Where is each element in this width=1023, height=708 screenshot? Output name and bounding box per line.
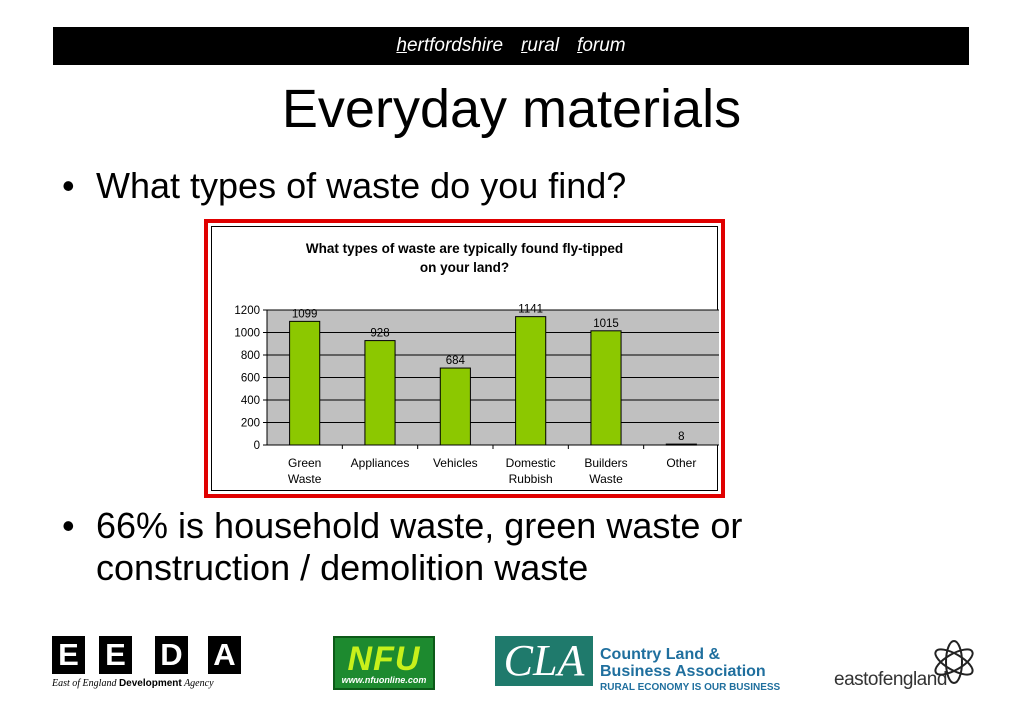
bar bbox=[364, 340, 396, 446]
banner-word-rural: ural bbox=[527, 35, 560, 56]
category-label: Domestic bbox=[506, 456, 556, 470]
bar bbox=[590, 330, 622, 446]
cla-logo-mark: CLA bbox=[495, 636, 593, 686]
nfu-logo: NFU www.nfuonline.com bbox=[333, 636, 435, 690]
y-tick-label: 400 bbox=[241, 395, 260, 407]
data-label: 8 bbox=[678, 431, 684, 443]
eeda-letter-e2: E bbox=[99, 636, 132, 674]
data-label: 1015 bbox=[593, 318, 619, 330]
eeda-letter-e1: E bbox=[52, 636, 85, 674]
bar bbox=[665, 443, 697, 446]
y-tick-label: 200 bbox=[241, 418, 260, 430]
y-tick-label: 0 bbox=[254, 440, 260, 452]
category-label: Waste bbox=[288, 472, 322, 486]
chart-area: What types of waste are typically found … bbox=[211, 226, 719, 491]
banner-word-hertfordshire: ertfordshire bbox=[406, 35, 504, 56]
bar bbox=[289, 320, 321, 446]
bullet-symbol: • bbox=[62, 165, 75, 206]
cla-tagline: RURAL ECONOMY IS OUR BUSINESS bbox=[600, 682, 781, 693]
banner-initial-h: h bbox=[396, 35, 407, 56]
banner-word-forum: orum bbox=[582, 35, 626, 56]
y-tick-label: 1200 bbox=[234, 305, 260, 317]
nfu-logo-text: NFU bbox=[347, 640, 421, 678]
chart-frame: What types of waste are typically found … bbox=[204, 219, 725, 498]
data-label: 928 bbox=[370, 328, 389, 340]
cla-name: Country Land & Business Association bbox=[600, 646, 766, 680]
category-label: Appliances bbox=[351, 456, 410, 470]
slide-title: Everyday materials bbox=[281, 79, 742, 139]
header-banner: hertfordshire rural forum bbox=[53, 27, 969, 65]
banner-initial-f: f bbox=[577, 35, 583, 56]
y-tick-label: 1000 bbox=[234, 328, 260, 340]
category-label: Vehicles bbox=[433, 456, 478, 470]
chart-title: What types of waste are typically found … bbox=[212, 239, 717, 277]
category-label: Rubbish bbox=[509, 472, 553, 486]
category-label: Green bbox=[288, 456, 321, 470]
bar-chart: 0 200 400 600 800 1000 1200 1099 Green Waste 928 Ap… bbox=[234, 304, 719, 486]
eeda-subtitle: East of England Development Agency bbox=[52, 678, 214, 689]
atom-icon bbox=[934, 640, 974, 684]
eeda-letter-d: D bbox=[155, 636, 188, 674]
bullet-symbol: • bbox=[62, 505, 75, 546]
bullet-1-text: What types of waste do you find? bbox=[96, 165, 627, 206]
data-label: 1141 bbox=[518, 304, 543, 316]
y-tick-label: 800 bbox=[241, 350, 260, 362]
chart-title-line-1: What types of waste are typically found … bbox=[305, 241, 624, 256]
chart-title-line-2: on your land? bbox=[419, 260, 510, 275]
bullet-2-line-2: construction / demolition waste bbox=[96, 547, 589, 588]
data-label: 1099 bbox=[292, 308, 318, 320]
east-of-england-logo: eastofengland bbox=[834, 669, 947, 690]
nfu-url: www.nfuonline.com bbox=[341, 675, 427, 685]
category-label: Builders bbox=[584, 456, 627, 470]
y-tick-label: 600 bbox=[241, 373, 260, 385]
data-label: 684 bbox=[446, 355, 466, 367]
bar bbox=[439, 367, 471, 446]
bar bbox=[515, 316, 547, 446]
eeda-letter-a: A bbox=[208, 636, 241, 674]
category-label: Other bbox=[666, 456, 696, 470]
banner-initial-r: r bbox=[521, 35, 528, 56]
bullet-2-line-1: 66% is household waste, green waste or bbox=[96, 505, 743, 546]
category-label: Waste bbox=[589, 472, 623, 486]
